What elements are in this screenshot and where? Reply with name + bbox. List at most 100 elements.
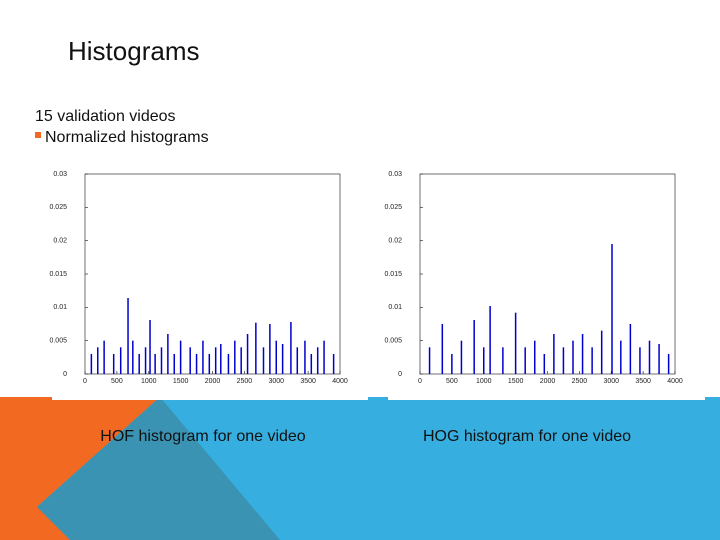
y-tick-label: 0	[398, 371, 402, 378]
histogram-bar	[154, 354, 156, 374]
histogram-bar	[90, 354, 93, 374]
histogram-bar	[648, 340, 651, 374]
y-tick-label: 0.025	[49, 204, 67, 211]
histogram-bar	[667, 354, 670, 374]
x-tick-label: 2500	[237, 378, 253, 385]
y-tick-label: 0.005	[384, 338, 402, 345]
y-tick-label: 0.01	[388, 304, 402, 311]
histogram-bar	[553, 334, 555, 374]
histogram-bar	[189, 347, 191, 374]
histogram-bar	[620, 340, 622, 374]
x-tick-label: 1500	[173, 378, 189, 385]
x-tick-label: 2000	[540, 378, 556, 385]
histogram-bar	[281, 344, 284, 374]
histogram-bar	[112, 354, 115, 374]
x-tick-label: 3000	[268, 378, 284, 385]
y-tick-label: 0.025	[384, 204, 402, 211]
histogram-bar	[629, 324, 632, 374]
y-tick-label: 0.01	[53, 304, 67, 311]
x-tick-label: 3000	[603, 378, 619, 385]
slide-title: Histograms	[68, 36, 199, 66]
chart-caption: HOF histogram for one video	[100, 428, 306, 445]
histogram-bar	[658, 344, 660, 374]
x-tick-label: 0	[83, 378, 87, 385]
histogram-bar	[489, 306, 491, 374]
histogram-bar	[275, 340, 277, 374]
x-tick-label: 1500	[508, 378, 524, 385]
histogram-bar	[246, 334, 249, 374]
histogram-bar	[290, 322, 292, 374]
histogram-bar	[451, 354, 453, 374]
bullet-marker	[35, 132, 41, 138]
x-tick-label: 2000	[205, 378, 221, 385]
histogram-bar	[149, 320, 151, 374]
histogram-bar	[103, 340, 105, 374]
histogram-bar	[195, 354, 198, 374]
x-tick-label: 0	[418, 378, 422, 385]
histogram-bar	[179, 340, 182, 374]
histogram-bar	[214, 347, 217, 374]
histogram-bar	[600, 330, 603, 374]
bullet: 15 validation videos	[35, 108, 176, 125]
y-tick-label: 0.03	[53, 171, 67, 178]
y-tick-label: 0.02	[53, 238, 67, 245]
histogram-bar	[473, 320, 475, 374]
histogram-bar	[227, 354, 230, 374]
histogram-bar	[97, 347, 99, 374]
histogram-bar	[534, 340, 536, 374]
histogram-bar	[202, 340, 204, 374]
histogram-bar	[483, 347, 485, 374]
histogram-bar	[543, 354, 546, 374]
histogram-bar	[611, 244, 613, 374]
histogram-bar	[119, 347, 122, 374]
y-tick-label: 0.015	[384, 271, 402, 278]
y-tick-label: 0.015	[49, 271, 67, 278]
histogram-bar	[167, 334, 169, 374]
x-tick-label: 1000	[476, 378, 492, 385]
histogram-bar	[296, 347, 299, 374]
histogram-bar	[220, 344, 222, 374]
histogram-bar	[572, 340, 574, 374]
histogram-bar	[591, 347, 593, 374]
histogram-bar	[460, 340, 463, 374]
histogram-bar	[127, 298, 129, 374]
x-tick-label: 1000	[141, 378, 157, 385]
y-tick-label: 0.005	[49, 338, 67, 345]
y-tick-label: 0	[63, 371, 67, 378]
histogram-bar	[132, 340, 134, 374]
x-tick-label: 3500	[300, 378, 316, 385]
histogram-bar	[310, 354, 313, 374]
histogram-bar	[255, 322, 257, 374]
histogram-bar	[304, 340, 306, 374]
histogram-bar	[428, 347, 431, 374]
histogram-bar	[269, 324, 271, 374]
chart-panel	[388, 163, 705, 400]
x-tick-label: 4000	[332, 378, 348, 385]
histogram-bar	[514, 312, 517, 374]
x-tick-label: 500	[446, 378, 458, 385]
histogram-bar	[144, 347, 147, 374]
histogram-bar	[524, 347, 526, 374]
histogram-bar	[160, 347, 163, 374]
histogram-bar	[502, 347, 504, 374]
histogram-bar	[562, 347, 565, 374]
x-tick-label: 3500	[635, 378, 651, 385]
x-tick-label: 4000	[667, 378, 683, 385]
histogram-bar	[173, 354, 175, 374]
histogram-bar	[262, 347, 265, 374]
x-tick-label: 2500	[572, 378, 588, 385]
histogram-bar	[323, 340, 325, 374]
histogram-bar	[639, 347, 641, 374]
histogram-bar	[441, 324, 444, 374]
y-tick-label: 0.02	[388, 238, 402, 245]
histogram-bar	[234, 340, 236, 374]
histogram-bar	[581, 334, 584, 374]
histogram-bar	[138, 354, 140, 374]
y-tick-label: 0.03	[388, 171, 402, 178]
chart-caption: HOG histogram for one video	[423, 428, 631, 445]
footer-teal	[0, 397, 280, 540]
histogram-bar	[240, 347, 242, 374]
histogram-bar	[332, 354, 335, 374]
x-tick-label: 500	[111, 378, 123, 385]
